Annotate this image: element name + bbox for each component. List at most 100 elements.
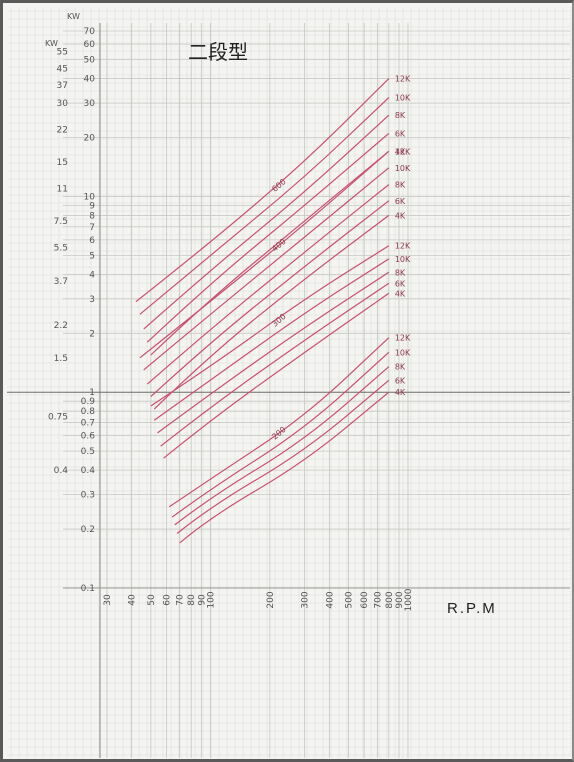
x-tick-label: 900 bbox=[395, 591, 405, 608]
y-axis-label-secondary: KW bbox=[45, 39, 58, 48]
ratio-label: 6K bbox=[395, 376, 406, 385]
y-tick-label-primary: 0.9 bbox=[81, 397, 96, 407]
curve-300-6K bbox=[160, 282, 390, 447]
ratio-label: 6K bbox=[395, 197, 406, 206]
y-tick-label-secondary: 3.7 bbox=[54, 277, 68, 287]
x-axis-label: R.P.M bbox=[447, 600, 497, 617]
y-tick-label-secondary: 7.5 bbox=[54, 217, 68, 227]
x-tick-label: 70 bbox=[176, 594, 186, 606]
y-tick-label-primary: 50 bbox=[84, 56, 96, 66]
x-tick-label: 40 bbox=[128, 594, 138, 606]
curve-600-10K bbox=[139, 97, 390, 315]
y-tick-label-primary: 6 bbox=[89, 236, 95, 246]
ratio-label: 10K bbox=[395, 255, 411, 264]
ratio-label: 8K bbox=[395, 111, 406, 120]
ratio-label: 8K bbox=[395, 363, 406, 372]
ratio-label: 12K bbox=[395, 75, 411, 84]
x-tick-label: 100 bbox=[206, 591, 216, 608]
y-tick-label-primary: 0.3 bbox=[81, 491, 95, 501]
ratio-label: 4K bbox=[395, 388, 406, 397]
curve-200-12K bbox=[168, 337, 390, 508]
ratio-label: 10K bbox=[395, 164, 411, 173]
y-tick-label-primary: 0.4 bbox=[81, 466, 96, 476]
y-tick-label-primary: 0.2 bbox=[81, 525, 95, 535]
ratio-label: 6K bbox=[395, 129, 406, 138]
y-axis-label-primary: KW bbox=[67, 12, 80, 21]
y-tick-label-primary: 4 bbox=[89, 270, 95, 280]
group-label: 300 bbox=[270, 312, 287, 329]
curves bbox=[135, 78, 390, 544]
ratio-label: 12K bbox=[395, 242, 411, 251]
x-tick-label: 1000 bbox=[404, 588, 414, 611]
y-tick-label-primary: 30 bbox=[84, 99, 96, 109]
curve-300-4K bbox=[163, 292, 390, 459]
curve-400-12K bbox=[139, 150, 390, 359]
y-tick-label-primary: 0.7 bbox=[81, 419, 95, 429]
x-tick-label: 500 bbox=[345, 591, 355, 608]
y-tick-label-primary: 70 bbox=[84, 27, 96, 37]
x-tick-label: 200 bbox=[266, 591, 276, 608]
curve-400-10K bbox=[143, 167, 390, 371]
y-tick-label-primary: 9 bbox=[89, 201, 95, 211]
grid-lines bbox=[7, 7, 572, 758]
x-tick-label: 800 bbox=[385, 591, 395, 608]
y-tick-label-secondary: 0.75 bbox=[48, 413, 68, 423]
curve-400-4K bbox=[153, 214, 390, 410]
curve-600-4K bbox=[150, 150, 390, 356]
curve-300-8K bbox=[157, 271, 390, 434]
y-tick-label-secondary: 0.4 bbox=[54, 466, 69, 476]
curve-600-12K bbox=[135, 78, 390, 303]
y-tick-label-primary: 10 bbox=[84, 192, 96, 202]
x-tick-label: 50 bbox=[147, 594, 157, 606]
ratio-label: 8K bbox=[395, 181, 406, 190]
y-tick-label-primary: 0.6 bbox=[81, 432, 96, 442]
y-tick-label-secondary: 55 bbox=[57, 48, 68, 58]
y-tick-label-secondary: 11 bbox=[57, 184, 68, 194]
y-tick-label-primary: 0.5 bbox=[81, 447, 95, 457]
curve-200-8K bbox=[174, 366, 390, 526]
chart-title: 二段型 bbox=[188, 40, 248, 64]
x-tick-label: 80 bbox=[187, 594, 197, 606]
y-tick-label-secondary: 45 bbox=[57, 65, 68, 75]
y-tick-label-secondary: 15 bbox=[57, 158, 68, 168]
curve-200-6K bbox=[176, 379, 390, 534]
x-tick-label: 700 bbox=[373, 591, 383, 608]
y-tick-label-primary: 7 bbox=[89, 223, 95, 233]
ratio-label: 10K bbox=[395, 348, 411, 357]
curve-400-6K bbox=[150, 200, 390, 398]
curve-600-6K bbox=[146, 132, 390, 343]
y-tick-label-secondary: 5.5 bbox=[54, 243, 68, 253]
y-tick-label-primary: 0.8 bbox=[81, 407, 96, 417]
ratio-label: 4K bbox=[395, 211, 406, 220]
y-tick-label-secondary: 22 bbox=[57, 125, 68, 135]
y-tick-label-primary: 0.1 bbox=[81, 584, 95, 594]
ratio-label: 8K bbox=[395, 268, 406, 277]
ratio-label: 12K bbox=[395, 334, 411, 343]
y-tick-label-secondary: 37 bbox=[57, 81, 68, 91]
group-label: 200 bbox=[270, 425, 287, 442]
y-tick-label-primary: 2 bbox=[89, 329, 95, 339]
x-tick-label: 300 bbox=[301, 591, 311, 608]
y-tick-label-secondary: 30 bbox=[57, 99, 69, 109]
curve-200-4K bbox=[179, 391, 390, 544]
x-tick-label: 90 bbox=[197, 594, 207, 606]
y-tick-label-primary: 20 bbox=[84, 134, 96, 144]
x-tick-label: 400 bbox=[325, 591, 335, 608]
y-tick-label-secondary: 1.5 bbox=[54, 354, 68, 364]
y-tick-label-primary: 5 bbox=[89, 251, 95, 261]
curve-200-10K bbox=[171, 351, 390, 518]
curve-300-10K bbox=[153, 258, 390, 421]
ratio-label: 6K bbox=[395, 279, 406, 288]
y-tick-label-primary: 60 bbox=[84, 40, 96, 50]
x-tick-label: 600 bbox=[360, 591, 370, 608]
curve-400-8K bbox=[146, 184, 390, 385]
curve-300-12K bbox=[150, 245, 390, 407]
ratio-label: 4K bbox=[395, 289, 406, 298]
group-label: 600 bbox=[270, 177, 287, 194]
x-tick-label: 30 bbox=[103, 594, 113, 606]
y-tick-label-primary: 40 bbox=[84, 75, 96, 85]
